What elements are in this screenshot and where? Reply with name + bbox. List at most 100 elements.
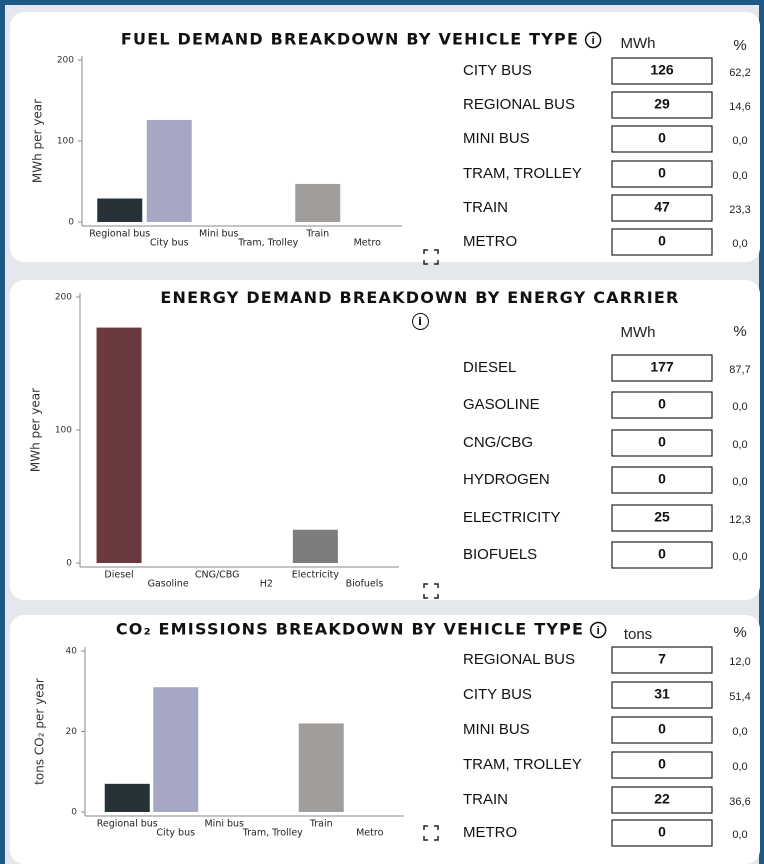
value: 0 [658,721,666,737]
row-label: METRO [463,824,517,841]
value-box [611,160,713,188]
row-label: MINI BUS [463,130,530,147]
value: 25 [654,509,670,525]
row-label: TRAIN [463,791,508,808]
value: 0 [658,756,666,772]
y-tick-label: 0 [68,218,74,228]
value: 22 [654,791,670,807]
row-label: DIESEL [463,359,516,376]
percent: 23,3 [729,204,750,216]
value-box [611,194,713,222]
value: 0 [658,165,666,181]
x-tick-label: Train [305,229,329,240]
row-label: TRAM, TROLLEY [463,165,582,182]
value: 0 [658,130,666,146]
x-tick-label: Train [309,819,333,830]
value-box [611,354,713,382]
value-box [611,541,713,569]
percent: 0,0 [732,135,747,147]
percent: 0,0 [732,439,747,451]
value-box [611,716,713,744]
chart-title: FUEL DEMAND BREAKDOWN BY VEHICLE TYPE [121,30,579,49]
x-tick-label: City bus [150,238,189,249]
bar [104,783,150,812]
chart-title: CO₂ EMISSIONS BREAKDOWN BY VEHICLE TYPE [116,620,584,639]
x-tick-label: Diesel [104,570,133,581]
info-icon-glyph: i [597,625,600,637]
y-tick-label: 100 [55,426,72,436]
expand-icon[interactable] [423,583,439,599]
row-label: BIOFUELS [463,546,537,563]
value: 31 [654,686,670,702]
x-tick-label: Tram, Trolley [237,238,298,249]
percent: 51,4 [729,691,750,703]
y-tick-label: 40 [66,647,78,657]
info-icon-glyph: i [592,35,595,47]
y-axis-label: tons CO₂ per year [33,678,47,785]
value-box [611,91,713,119]
percent: 0,0 [732,238,747,250]
row-label: CITY BUS [463,62,532,79]
x-tick-label: Regional bus [89,229,150,240]
value: 177 [650,359,674,375]
percent: 62,2 [729,67,750,79]
panel [10,280,760,600]
row-label: GASOLINE [463,396,540,413]
row-label: CNG/CBG [463,434,533,451]
value-box [611,125,713,153]
percent: 14,6 [729,101,750,113]
y-axis-label: MWh per year [29,388,43,472]
row-label: REGIONAL BUS [463,96,575,113]
expand-icon[interactable] [423,249,439,265]
bar [153,687,199,812]
x-tick-label: Electricity [292,570,340,581]
value-box [611,786,713,814]
x-tick-label: City bus [156,828,195,839]
info-icon [589,621,607,639]
row-label: ELECTRICITY [463,509,561,526]
value: 29 [654,96,670,112]
x-tick-label: Regional bus [97,819,158,830]
x-tick-label: H2 [260,579,273,590]
value-box [611,681,713,709]
row-label: CITY BUS [463,686,532,703]
value-box [611,751,713,779]
y-tick-label: 20 [66,727,78,737]
x-tick-label: Tram, Trolley [242,828,303,839]
x-tick-label: Mini bus [199,229,239,240]
value: 0 [658,824,666,840]
title-wrap: ENERGY DEMAND BREAKDOWN BY ENERGY CARRIE… [160,288,680,330]
percent: 0,0 [732,726,747,738]
value: 0 [658,396,666,412]
value-box [611,646,713,674]
x-tick-label: Metro [356,828,383,839]
row-label: MINI BUS [463,721,530,738]
percent: 0,0 [732,401,747,413]
row-label: TRAIN [463,199,508,216]
percent: 36,6 [729,796,750,808]
value: 0 [658,546,666,562]
y-tick-label: 0 [66,559,72,569]
icons [423,249,439,841]
y-tick-label: 200 [57,56,74,66]
percent: 0,0 [732,761,747,773]
column-header: tons [624,626,652,643]
y-tick-label: 100 [57,137,74,147]
value: 47 [654,199,670,215]
title-box: ENERGY DEMAND BREAKDOWN BY ENERGY CARRIE… [160,288,680,330]
percent: 0,0 [732,476,747,488]
value-box [611,57,713,85]
value-box [611,228,713,256]
column-header: % [733,37,746,54]
value-box [611,391,713,419]
value-box [611,819,713,847]
bar [97,198,143,222]
row-label: TRAM, TROLLEY [463,756,582,773]
percent: 0,0 [732,829,747,841]
value-box [611,466,713,494]
bar [295,183,341,222]
column-header: MWh [621,324,656,341]
expand-icon[interactable] [423,825,439,841]
